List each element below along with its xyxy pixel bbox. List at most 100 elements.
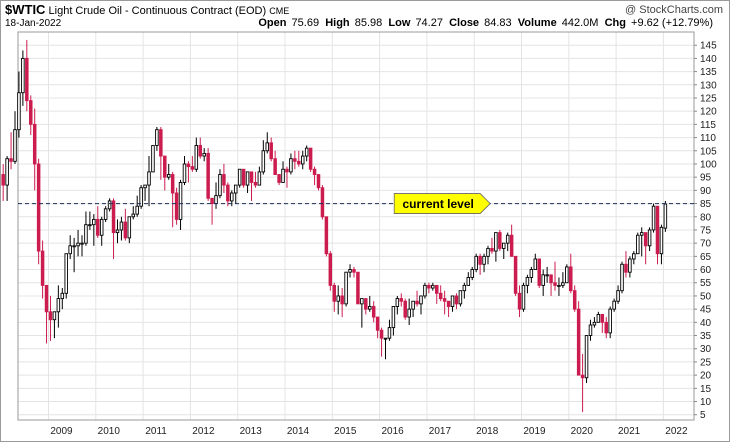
candle-body (241, 168, 246, 186)
candle-body (336, 295, 340, 302)
candle-body (565, 266, 569, 284)
candle-2013-10 (273, 150, 277, 175)
candle-body (56, 298, 61, 313)
candle-body (438, 292, 443, 300)
candle-2011-01 (143, 184, 147, 201)
plot-area-border (17, 31, 695, 421)
candle-2017-03 (435, 284, 439, 304)
candle-2012-05 (206, 148, 210, 201)
candle-2022-01 (663, 200, 668, 232)
x-tick-label: 2019 (523, 426, 546, 437)
candle-body (620, 263, 624, 292)
annotation-callout: current level (393, 193, 491, 214)
y-tick-label: 135 (700, 67, 717, 78)
candle-body (651, 205, 656, 231)
candle-2020-04 (580, 354, 585, 413)
candle-2010-03 (103, 206, 108, 223)
candle-2017-10 (462, 282, 467, 299)
candle-2021-02 (620, 261, 624, 294)
date-label: 18-Jan-2022 (5, 18, 62, 29)
candle-2021-07 (639, 227, 644, 257)
candle-2014-08 (312, 166, 317, 186)
candle-body (151, 145, 155, 173)
candle-2012-01 (190, 156, 195, 172)
candle-body (32, 123, 37, 165)
instrument-description: Light Crude Oil - Continuous Contract (E… (48, 5, 267, 17)
candle-body (9, 158, 13, 162)
candle-body (233, 184, 238, 194)
x-tick-label: 2022 (665, 426, 688, 437)
candle-2019-12 (565, 264, 569, 284)
x-tick-label: 2012 (192, 426, 215, 437)
candle-body (379, 329, 384, 339)
high-value: 85.98 (354, 17, 383, 29)
candle-2012-03 (198, 137, 203, 159)
candle-2010-05 (111, 198, 116, 259)
candle-2020-05 (584, 335, 589, 384)
candle-2016-06 (399, 293, 404, 307)
candle-2017-09 (458, 290, 463, 307)
y-tick-label: 35 (700, 331, 712, 342)
candle-2018-11 (513, 255, 518, 296)
candle-2008-06 (21, 50, 25, 106)
y-tick-label: 105 (700, 146, 717, 157)
candle-body (604, 321, 608, 334)
candle-body (663, 203, 668, 229)
candle-body (470, 269, 474, 278)
candle-2010-11 (135, 195, 139, 217)
candle-body (442, 298, 447, 302)
candle-2009-11 (88, 211, 92, 230)
candle-body (521, 284, 526, 310)
candle-body (612, 300, 616, 310)
candle-2021-04 (628, 256, 632, 278)
candle-body (632, 253, 636, 260)
candle-body (29, 100, 33, 125)
y-tick-label: 130 (700, 80, 717, 91)
candle-2013-08 (265, 132, 270, 154)
x-tick-label: 2016 (381, 426, 404, 437)
candle-2017-01 (427, 282, 431, 294)
candle-2018-12 (517, 285, 522, 318)
x-tick-label: 2017 (429, 426, 452, 437)
candle-body (403, 300, 407, 318)
candle-2016-11 (419, 295, 423, 315)
candle-2021-08 (643, 232, 648, 265)
candle-2014-07 (308, 147, 313, 172)
candle-2018-01 (474, 253, 478, 273)
candle-2012-10 (226, 182, 230, 207)
candle-2015-02 (336, 285, 340, 315)
candle-body (214, 195, 218, 205)
candle-2016-10 (415, 290, 419, 307)
y-tick-label: 40 (700, 318, 712, 329)
candle-body (84, 224, 88, 244)
candle-2016-03 (387, 319, 392, 341)
candle-body (147, 171, 151, 186)
candle-2014-06 (304, 145, 309, 162)
candle-2014-02 (289, 153, 293, 175)
candle-2011-06 (163, 155, 167, 191)
chart-title: $WTIC Light Crude Oil - Continuous Contr… (5, 2, 289, 17)
candle-body (17, 92, 21, 131)
candle-2012-02 (194, 137, 199, 172)
candle-2016-02 (383, 337, 388, 360)
candle-body (446, 300, 451, 307)
candle-2011-12 (186, 161, 191, 183)
x-tick-label: 2009 (50, 426, 73, 437)
candle-2011-04 (155, 127, 159, 151)
candle-body (99, 218, 104, 236)
candle-body (178, 181, 183, 220)
candle-body (360, 298, 364, 305)
candles-layer (1, 39, 668, 413)
candle-2013-03 (245, 171, 250, 194)
candle-body (513, 255, 518, 294)
candle-body (628, 258, 632, 273)
candle-body (253, 181, 258, 186)
candle-2017-12 (470, 266, 474, 281)
candle-2020-01 (569, 253, 573, 294)
candle-body (553, 282, 557, 286)
candle-body (352, 269, 356, 273)
candle-2021-09 (647, 227, 652, 252)
open-label: Open (258, 17, 287, 29)
candle-2020-08 (596, 311, 601, 323)
candle-2017-08 (454, 293, 459, 310)
